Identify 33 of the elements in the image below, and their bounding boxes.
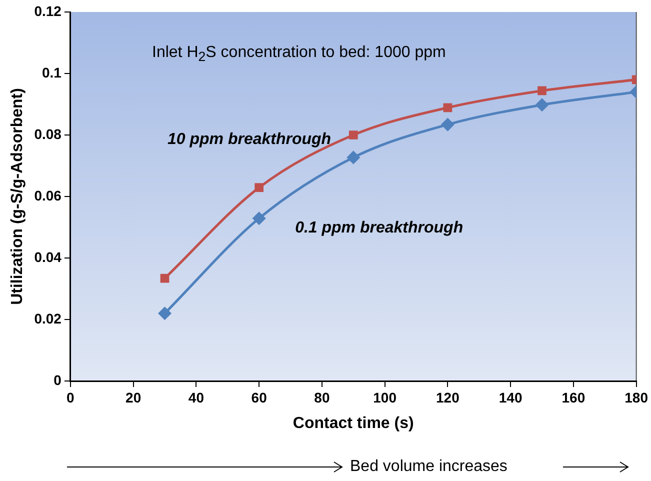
x-tick-label: 60 bbox=[251, 389, 268, 406]
point bbox=[538, 86, 546, 96]
point bbox=[254, 183, 264, 192]
point bbox=[160, 274, 170, 283]
x-tick-label: 120 bbox=[436, 389, 460, 406]
x-tick-label: 80 bbox=[314, 389, 330, 406]
text: Bed volume increases bbox=[350, 458, 508, 476]
point bbox=[536, 98, 548, 112]
point bbox=[348, 130, 358, 140]
y-tick-label: 0.12 bbox=[34, 2, 62, 19]
x-axis-title: Contact time (s) bbox=[292, 414, 414, 432]
point bbox=[347, 151, 360, 164]
y-tick-label: 0 bbox=[54, 372, 62, 388]
x-tick-label: 140 bbox=[498, 389, 522, 406]
x-tick-label: 160 bbox=[562, 389, 586, 406]
y-tick-label: 0.04 bbox=[34, 248, 62, 265]
x-tick-label: 100 bbox=[373, 389, 397, 406]
x-tick-label: 0 bbox=[66, 389, 75, 406]
series-label: 10 ppm breakthrough bbox=[167, 130, 332, 148]
x-tick-label: 20 bbox=[126, 389, 142, 406]
point bbox=[252, 212, 266, 225]
series-label: 0.1 ppm breakthrough bbox=[295, 220, 464, 237]
point bbox=[441, 118, 454, 131]
point bbox=[443, 103, 452, 112]
y-tick-label: 0.02 bbox=[34, 310, 62, 326]
y-tick-label: 0.08 bbox=[34, 126, 62, 142]
x-tick-label: 180 bbox=[624, 389, 648, 406]
point bbox=[158, 307, 172, 320]
y-tick-label: 0.1 bbox=[42, 64, 62, 80]
y-axis-title: Utilization (g-S/g-Adsorbent) bbox=[9, 88, 26, 305]
x-tick-label: 40 bbox=[188, 389, 204, 406]
annotation: Inlet H$_{2}$S concentration to bed: 1000 ppm bbox=[152, 44, 446, 64]
y-tick-label: 0.06 bbox=[34, 187, 62, 204]
